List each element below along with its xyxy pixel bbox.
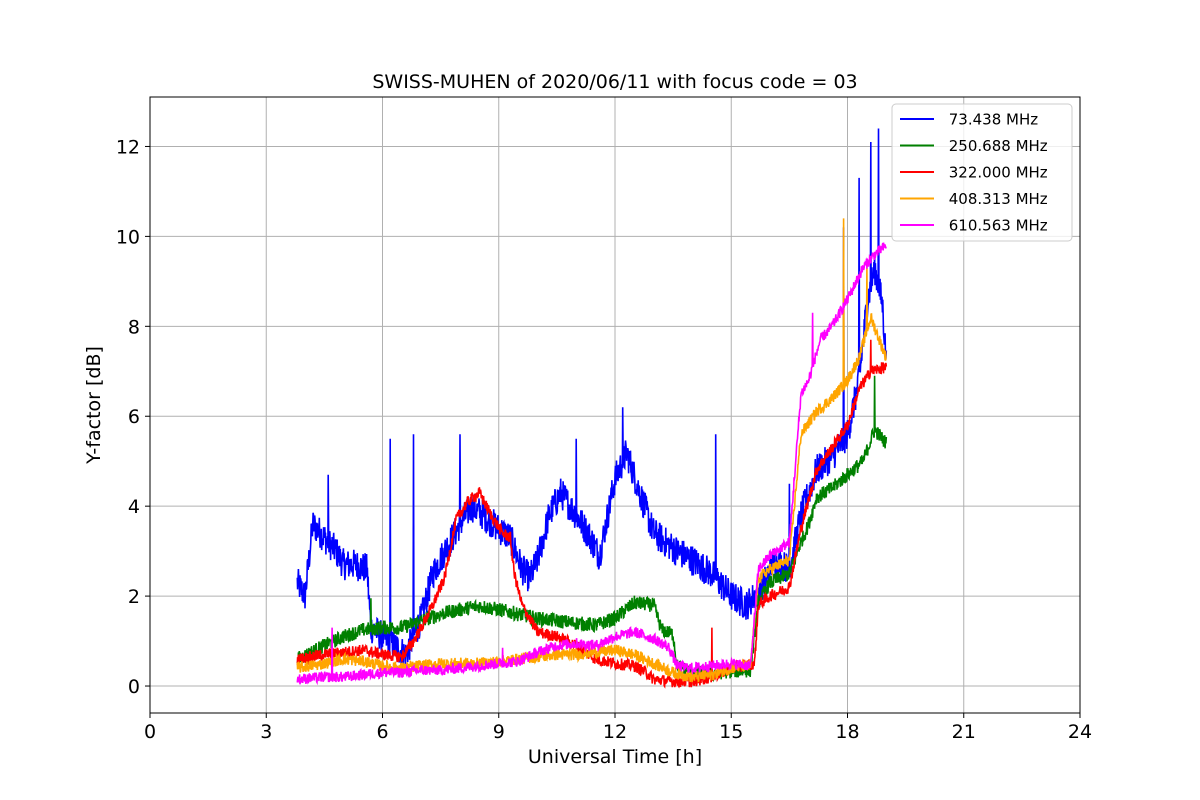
series-line-2	[296, 339, 888, 689]
series-layer	[296, 128, 888, 689]
y-tick-label: 12	[116, 136, 140, 158]
y-axis-label: Y-factor [dB]	[83, 346, 105, 465]
x-tick-label: 9	[493, 721, 505, 743]
legend-label: 408.313 MHz	[944, 190, 1048, 208]
y-tick-label: 6	[128, 406, 140, 428]
x-tick-label: 6	[376, 721, 388, 743]
y-tick-label: 8	[128, 316, 140, 338]
legend-label: 250.688 MHz	[944, 137, 1048, 155]
legend-label: 322.000 MHz	[944, 164, 1048, 182]
chart-title: SWISS-MUHEN of 2020/06/11 with focus cod…	[372, 71, 857, 93]
legend-label: 73.438 MHz	[944, 111, 1038, 129]
legend-label: 610.563 MHz	[944, 217, 1048, 235]
series-line-1	[296, 375, 888, 683]
x-tick-label: 18	[835, 721, 859, 743]
x-tick-label: 21	[952, 721, 976, 743]
y-tick-label: 0	[128, 676, 140, 698]
x-tick-label: 12	[603, 721, 627, 743]
x-axis-label: Universal Time [h]	[528, 746, 702, 768]
x-tick-label: 3	[260, 721, 272, 743]
legend: 73.438 MHz 250.688 MHz 322.000 MHz 408.3…	[891, 103, 1073, 242]
y-tick-label: 4	[128, 496, 140, 518]
legend-box	[891, 103, 1073, 242]
y-tick-label: 10	[116, 226, 140, 248]
series-line-4	[296, 242, 887, 686]
series-line-3	[296, 218, 887, 683]
x-tick-label: 15	[719, 721, 743, 743]
y-tick-label: 2	[128, 586, 140, 608]
x-tick-label: 0	[144, 721, 156, 743]
x-tick-label: 24	[1068, 721, 1092, 743]
